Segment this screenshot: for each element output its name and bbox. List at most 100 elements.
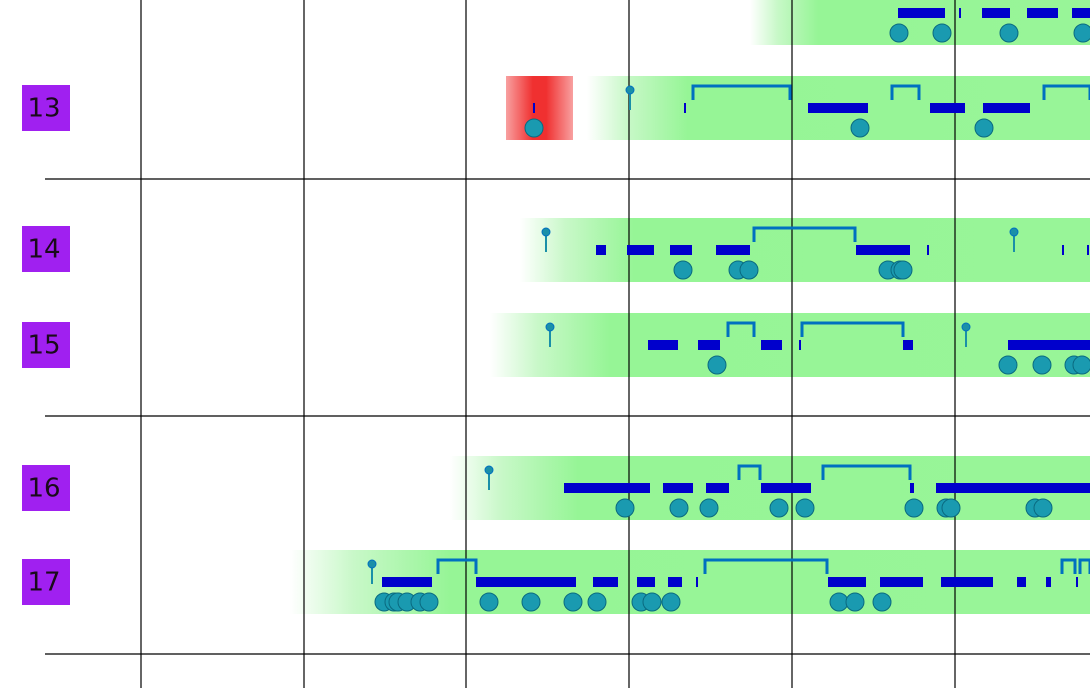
segment[interactable] [648,340,678,350]
event-dot[interactable] [1032,355,1052,375]
segment[interactable] [828,577,866,587]
event-dot[interactable] [998,355,1018,375]
segment[interactable] [668,577,682,587]
event-dot[interactable] [845,592,865,612]
bracket[interactable] [436,558,478,574]
segment[interactable] [663,483,693,493]
event-dot[interactable] [932,23,952,43]
event-dot[interactable] [521,592,541,612]
segment[interactable] [670,245,692,255]
segment[interactable] [476,577,576,587]
event-dot[interactable] [889,23,909,43]
event-dot[interactable] [999,23,1019,43]
event-dot[interactable] [769,498,789,518]
segment[interactable] [1046,577,1051,587]
bracket[interactable] [703,558,829,574]
grid [45,0,1090,688]
pin-head[interactable] [625,85,635,95]
row-label: 14 [27,235,60,265]
row-label-box [22,559,70,605]
bracket[interactable] [1042,84,1090,100]
row-label: 16 [27,474,60,504]
event-dot[interactable] [829,592,849,612]
segment[interactable] [808,103,868,113]
segment[interactable] [596,245,606,255]
event-dot[interactable] [673,260,693,280]
bracket[interactable] [1060,558,1077,574]
event-dot[interactable] [850,118,870,138]
event-dot[interactable] [1072,355,1090,375]
event-dot[interactable] [1073,23,1090,43]
segment[interactable] [593,577,618,587]
event-dot[interactable] [707,355,727,375]
bracket[interactable] [800,321,905,337]
event-dot[interactable] [669,498,689,518]
segment[interactable] [706,483,729,493]
bands [290,0,1090,614]
row-label: 13 [27,94,60,124]
pin-head[interactable] [1009,227,1019,237]
row-label-box [22,322,70,368]
pin-head[interactable] [541,227,551,237]
segment[interactable] [1008,340,1090,350]
event-dot[interactable] [419,592,439,612]
pin-head[interactable] [484,465,494,475]
event-dot[interactable] [904,498,924,518]
segment[interactable] [761,340,782,350]
event-dot[interactable] [1033,498,1053,518]
segment[interactable] [856,245,910,255]
pin-head[interactable] [545,322,555,332]
segment[interactable] [1017,577,1026,587]
bracket[interactable] [737,464,762,480]
event-dot[interactable] [795,498,815,518]
row-label-box [22,85,70,131]
segment[interactable] [930,103,965,113]
segment[interactable] [637,577,655,587]
event-dot[interactable] [893,260,913,280]
segment[interactable] [898,8,945,18]
segment[interactable] [627,245,654,255]
event-dot[interactable] [642,592,662,612]
row-label: 17 [27,568,60,598]
event-dot[interactable] [524,118,544,138]
row-labels: 13 14 15 16 17 [22,85,70,605]
segment[interactable] [564,483,650,493]
segment[interactable] [903,340,913,350]
segment[interactable] [1027,8,1058,18]
event-dot[interactable] [739,260,759,280]
event-dot[interactable] [563,592,583,612]
pin-head[interactable] [961,322,971,332]
segment[interactable] [910,483,914,493]
event-dot[interactable] [661,592,681,612]
event-dot[interactable] [615,498,635,518]
marks [367,8,1090,612]
event-dot[interactable] [941,498,961,518]
event-dot[interactable] [479,592,499,612]
segment[interactable] [1072,8,1090,18]
event-dot[interactable] [587,592,607,612]
bracket[interactable] [691,84,792,100]
row-label-box [22,226,70,272]
event-dot[interactable] [699,498,719,518]
bracket[interactable] [1078,558,1090,574]
track-band [750,0,1090,45]
segment[interactable] [936,483,1090,493]
segment[interactable] [983,103,1030,113]
bracket[interactable] [752,226,857,242]
segment[interactable] [382,577,432,587]
track-band [490,313,1090,377]
segment[interactable] [880,577,923,587]
bracket[interactable] [726,321,756,337]
event-dot[interactable] [872,592,892,612]
event-dot[interactable] [974,118,994,138]
segment[interactable] [698,340,720,350]
bracket[interactable] [821,464,912,480]
segment[interactable] [761,483,811,493]
segment[interactable] [716,245,750,255]
segment[interactable] [982,8,1010,18]
bracket[interactable] [890,84,921,100]
segment[interactable] [941,577,993,587]
pin-head[interactable] [367,559,377,569]
